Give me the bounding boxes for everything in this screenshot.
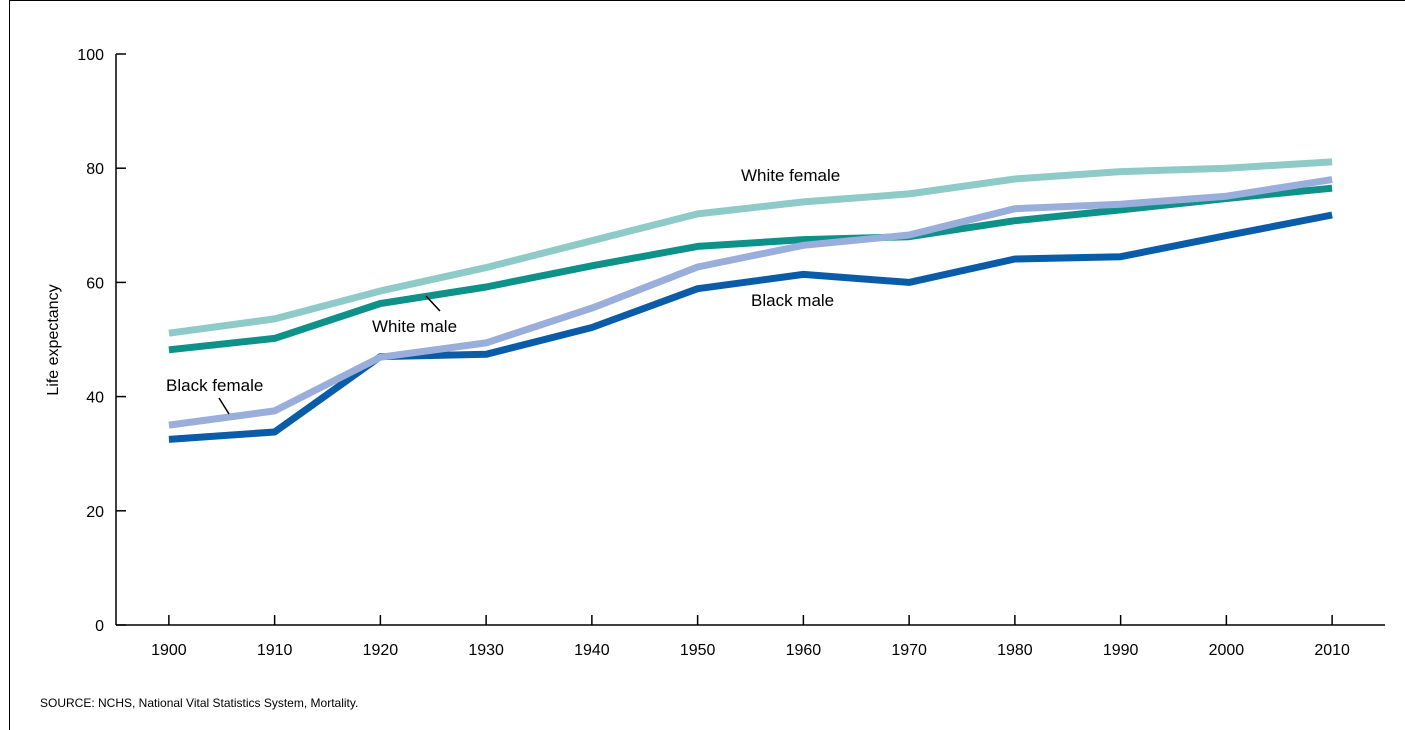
y-tick-label: 60 <box>86 275 104 292</box>
series-line-black-male <box>168 211 1333 443</box>
x-tick-label: 1960 <box>786 642 822 659</box>
life-expectancy-chart: 0 20 40 60 80 100 1900 1910 1920 1930 1940 1950 1960… <box>45 47 1385 659</box>
series-label-white-male: White male <box>372 317 457 336</box>
source-note: SOURCE: NCHS, National Vital Statistics … <box>40 696 359 710</box>
series-line-black-female <box>168 176 1333 429</box>
series-lines <box>168 158 1333 443</box>
leader-line-white-male <box>425 295 441 312</box>
y-tick-label: 40 <box>86 390 104 407</box>
x-tick-label: 1980 <box>997 642 1033 659</box>
x-tick-label: 2010 <box>1314 642 1350 659</box>
axes: 0 20 40 60 80 100 1900 1910 1920 1930 1940 1950 1960… <box>77 47 1385 659</box>
y-tick-label: 80 <box>86 161 104 178</box>
series-label-white-female: White female <box>741 166 840 185</box>
y-tick-label: 100 <box>77 47 104 64</box>
x-tick-label: 2000 <box>1209 642 1245 659</box>
x-tick-label: 1990 <box>1103 642 1139 659</box>
y-axis-title: Life expectancy <box>45 284 62 395</box>
x-tick-label: 1920 <box>363 642 399 659</box>
x-tick-label: 1940 <box>574 642 610 659</box>
series-labels: White female White male Black female Black … <box>166 166 840 415</box>
series-line-white-female <box>168 158 1333 337</box>
x-tick-label: 1930 <box>468 642 504 659</box>
leader-line-black-female <box>218 397 230 415</box>
y-tick-label: 20 <box>86 504 104 521</box>
x-tick-label: 1970 <box>891 642 927 659</box>
x-tick-label: 1910 <box>257 642 293 659</box>
x-tick-label: 1950 <box>680 642 716 659</box>
chart-frame <box>9 0 1405 730</box>
series-label-black-female: Black female <box>166 376 263 395</box>
x-tick-label: 1900 <box>151 642 187 659</box>
series-line-white-male <box>168 184 1333 354</box>
y-tick-label: 0 <box>95 618 104 635</box>
series-label-black-male: Black male <box>751 291 834 310</box>
